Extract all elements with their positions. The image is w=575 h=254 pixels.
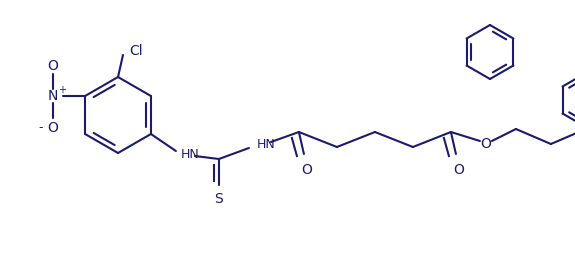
- Text: O: O: [481, 137, 492, 151]
- Text: O: O: [454, 163, 465, 177]
- Text: +: +: [58, 85, 66, 95]
- Text: -: -: [39, 121, 43, 135]
- Text: O: O: [301, 163, 312, 177]
- Text: HN: HN: [181, 148, 200, 161]
- Text: O: O: [48, 121, 59, 135]
- Text: O: O: [48, 59, 59, 73]
- Text: S: S: [214, 192, 223, 206]
- Text: N: N: [48, 89, 58, 103]
- Text: HN: HN: [257, 137, 275, 151]
- Text: Cl: Cl: [129, 44, 143, 58]
